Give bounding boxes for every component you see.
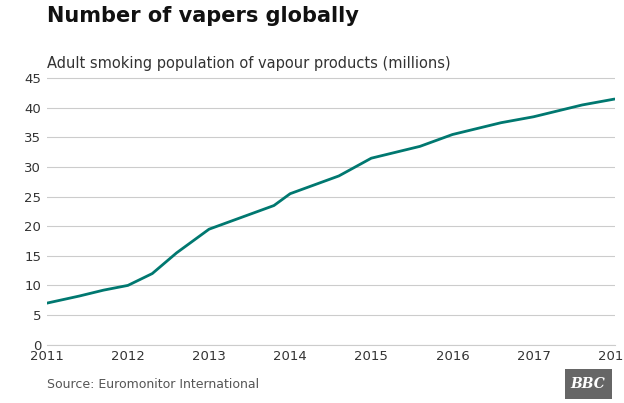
Text: Adult smoking population of vapour products (millions): Adult smoking population of vapour produ…: [47, 56, 451, 71]
Text: Source: Euromonitor International: Source: Euromonitor International: [47, 378, 259, 391]
Text: BBC: BBC: [571, 377, 605, 391]
Text: Number of vapers globally: Number of vapers globally: [47, 6, 359, 26]
